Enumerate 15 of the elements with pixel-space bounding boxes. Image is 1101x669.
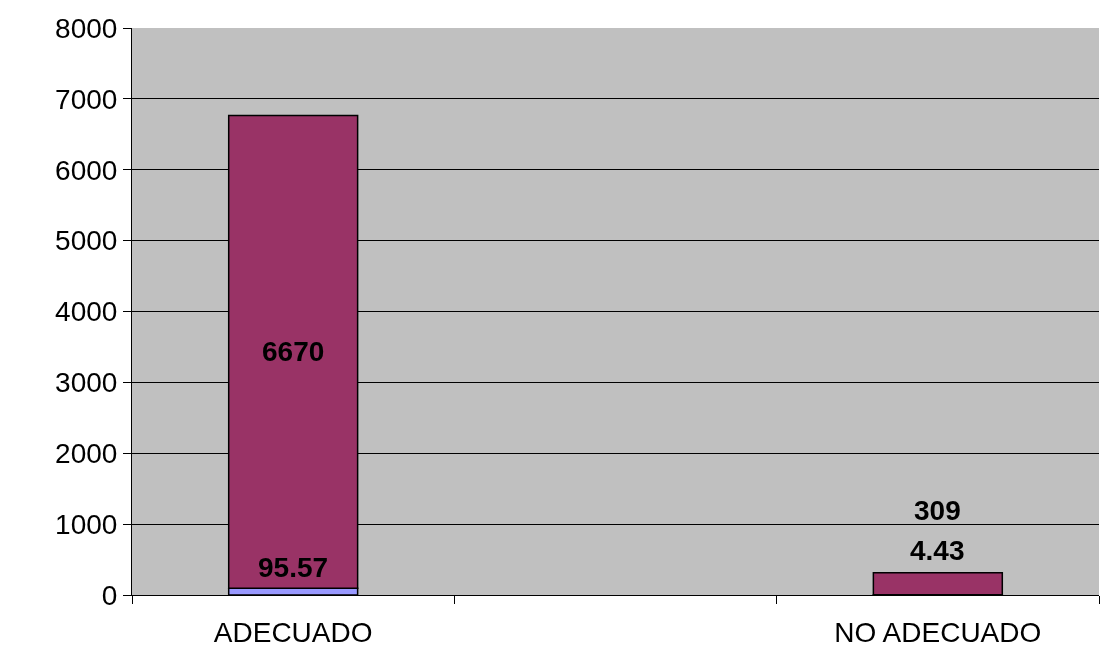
y-tick-label: 1000 <box>55 508 118 540</box>
data-label: 4.43 <box>910 535 965 566</box>
data-label: 309 <box>914 495 961 526</box>
data-label: 95.57 <box>258 552 329 583</box>
y-tick-label: 5000 <box>55 225 118 257</box>
x-tick-label: NO ADECUADO <box>834 616 1042 648</box>
y-tick-label: 6000 <box>55 154 118 186</box>
data-label: 6670 <box>262 336 325 367</box>
y-tick-label: 2000 <box>55 438 118 470</box>
y-tick-label: 7000 <box>55 83 118 115</box>
y-tick-label: 4000 <box>55 296 118 328</box>
y-tick-label: 0 <box>101 579 118 611</box>
y-tick-label: 3000 <box>55 367 118 399</box>
y-tick-label: 8000 <box>55 12 118 44</box>
x-tick-label: ADECUADO <box>213 616 373 648</box>
